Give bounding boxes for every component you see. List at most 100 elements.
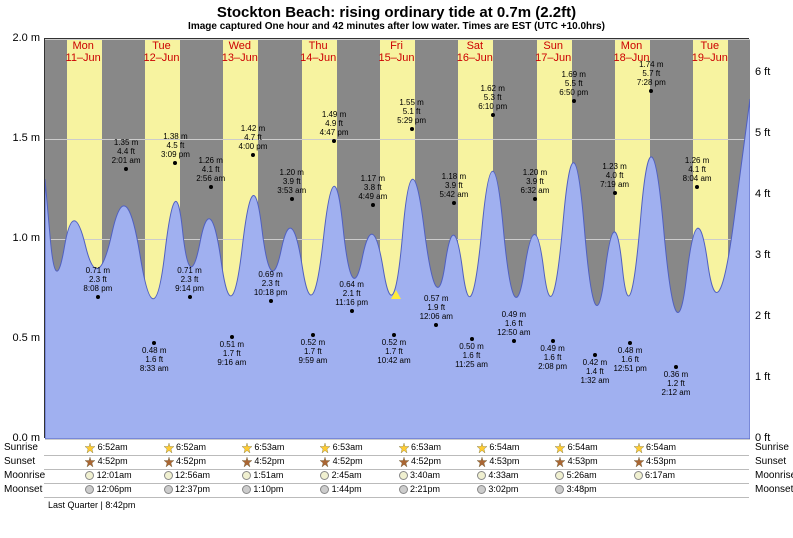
tide-point-dot: [434, 323, 438, 327]
tide-point-dot: [251, 153, 255, 157]
tide-point-label: 1.62 m5.3 ft6:10 pm: [478, 85, 507, 111]
tide-point-label: 1.18 m3.9 ft5:42 am: [439, 173, 468, 199]
tide-point-dot: [533, 197, 537, 201]
astro-row-label-right-moonset: Moonset: [755, 484, 793, 495]
tide-point-dot: [311, 333, 315, 337]
astro-moonrise-item: 3:40am: [399, 470, 441, 480]
tide-point-dot: [230, 335, 234, 339]
tide-point-label: 0.49 m1.6 ft12:50 am: [497, 311, 530, 337]
tide-point-label: 1.69 m5.5 ft6:50 pm: [559, 71, 588, 97]
day-label: Mon11–Jun: [58, 40, 108, 64]
tide-point-label: 0.48 m1.6 ft12:51 pm: [613, 347, 646, 373]
y-tick-right: 2 ft: [755, 310, 791, 322]
y-tick-left: 1.5 m: [4, 132, 40, 144]
tide-chart-container: Stockton Beach: rising ordinary tide at …: [0, 0, 793, 538]
astro-moonrise-item: 4:33am: [477, 470, 519, 480]
y-tick-left: 1.0 m: [4, 232, 40, 244]
tide-point-label: 0.52 m1.7 ft10:42 am: [377, 339, 410, 365]
chart-title: Stockton Beach: rising ordinary tide at …: [0, 0, 793, 21]
y-tick-left: 2.0 m: [4, 32, 40, 44]
day-label: Thu14–Jun: [293, 40, 343, 64]
astro-row-label-moonrise: Moonrise: [4, 470, 45, 481]
tide-point-dot: [593, 353, 597, 357]
astro-sunset-item: 4:53pm: [555, 456, 598, 467]
tide-point-dot: [649, 89, 653, 93]
astro-row-label-sunset: Sunset: [4, 456, 35, 467]
tide-point-label: 0.64 m2.1 ft11:16 pm: [335, 281, 368, 307]
day-label: Sun17–Jun: [528, 40, 578, 64]
tide-point-dot: [173, 161, 177, 165]
tide-point-dot: [124, 167, 128, 171]
last-quarter-label: Last Quarter | 8:42pm: [48, 500, 135, 510]
astro-moonrise-item: 2:45am: [320, 470, 362, 480]
tide-point-dot: [613, 191, 617, 195]
astro-moonset-item: 1:10pm: [242, 484, 284, 494]
astro-row-label-sunrise: Sunrise: [4, 442, 38, 453]
astro-moonset-item: 2:21pm: [399, 484, 441, 494]
astro-sunrise-item: 6:53am: [399, 442, 442, 453]
astro-sunset-item: 4:52pm: [85, 456, 128, 467]
day-label: Fri15–Jun: [372, 40, 422, 64]
chart-plot-area: 0.71 m2.3 ft8:08 pm 1.35 m4.4 ft2:01 am 0.…: [44, 38, 749, 438]
tide-point-label: 1.38 m4.5 ft3:09 pm: [161, 133, 190, 159]
tide-point-label: 1.26 m4.1 ft8:04 am: [683, 157, 712, 183]
tide-point-label: 0.42 m1.4 ft1:32 am: [580, 359, 609, 385]
astro-sunrise-item: 6:54am: [555, 442, 598, 453]
astro-moonrise-item: 6:17am: [634, 470, 676, 480]
y-tick-right: 1 ft: [755, 371, 791, 383]
tide-point-dot: [188, 295, 192, 299]
tide-point-dot: [152, 341, 156, 345]
tide-point-label: 1.26 m4.1 ft2:56 am: [196, 157, 225, 183]
tide-point-label: 1.55 m5.1 ft5:29 pm: [397, 99, 426, 125]
astro-sunset-item: 4:52pm: [399, 456, 442, 467]
day-label: Tue12–Jun: [137, 40, 187, 64]
astro-row-label-moonset: Moonset: [4, 484, 42, 495]
tide-point-label: 0.36 m1.2 ft2:12 am: [662, 371, 691, 397]
astro-sunset-item: 4:53pm: [477, 456, 520, 467]
tide-point-dot: [452, 201, 456, 205]
astro-sunset-item: 4:52pm: [320, 456, 363, 467]
astro-sunset-item: 4:52pm: [164, 456, 207, 467]
day-label: Tue19–Jun: [685, 40, 735, 64]
tide-point-dot: [491, 113, 495, 117]
tide-point-label: 1.42 m4.7 ft4:00 pm: [239, 125, 268, 151]
tide-point-label: 1.20 m3.9 ft6:32 am: [521, 169, 550, 195]
tide-point-label: 1.17 m3.8 ft4:49 am: [358, 175, 387, 201]
astro-moonset-item: 1:44pm: [320, 484, 362, 494]
day-label: Sat16–Jun: [450, 40, 500, 64]
tide-point-label: 1.49 m4.9 ft4:47 pm: [320, 111, 349, 137]
astro-sunrise-item: 6:52am: [85, 442, 128, 453]
tide-point-dot: [332, 139, 336, 143]
tide-point-label: 1.74 m5.7 ft7:28 pm: [637, 61, 666, 87]
tide-point-dot: [350, 309, 354, 313]
tide-point-dot: [410, 127, 414, 131]
tide-point-label: 0.69 m2.3 ft10:18 pm: [254, 271, 287, 297]
astro-moonset-item: 3:48pm: [555, 484, 597, 494]
tide-point-dot: [572, 99, 576, 103]
tide-point-label: 0.57 m1.9 ft12:06 am: [420, 295, 453, 321]
astro-sunset-item: 4:53pm: [634, 456, 677, 467]
day-label: Wed13–Jun: [215, 40, 265, 64]
astro-moonset-item: 12:06pm: [85, 484, 132, 494]
tide-point-dot: [269, 299, 273, 303]
astro-sunset-item: 4:52pm: [242, 456, 285, 467]
tide-point-label: 0.71 m2.3 ft8:08 pm: [83, 267, 112, 293]
astro-moonrise-item: 1:51am: [242, 470, 284, 480]
tide-point-dot: [96, 295, 100, 299]
astro-sunrise-item: 6:52am: [164, 442, 207, 453]
tide-point-dot: [674, 365, 678, 369]
current-tide-marker: [391, 290, 401, 299]
astro-sunrise-item: 6:54am: [634, 442, 677, 453]
tide-point-dot: [628, 341, 632, 345]
tide-point-dot: [209, 185, 213, 189]
tide-point-label: 1.23 m4.0 ft7:19 am: [600, 163, 629, 189]
tide-point-label: 1.35 m4.4 ft2:01 am: [112, 139, 141, 165]
day-label: Mon18–Jun: [607, 40, 657, 64]
tide-point-label: 0.51 m1.7 ft9:16 am: [217, 341, 246, 367]
tide-point-dot: [551, 339, 555, 343]
tide-point-dot: [371, 203, 375, 207]
astro-row-label-right-moonrise: Moonrise: [755, 470, 793, 481]
tide-point-label: 0.52 m1.7 ft9:59 am: [298, 339, 327, 365]
y-tick-right: 5 ft: [755, 127, 791, 139]
chart-subtitle: Image captured One hour and 42 minutes a…: [0, 21, 793, 34]
